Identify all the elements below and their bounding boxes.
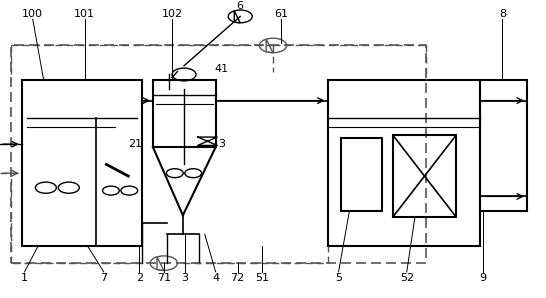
Text: 3: 3 bbox=[181, 274, 188, 283]
Text: 8: 8 bbox=[498, 9, 506, 19]
Polygon shape bbox=[157, 257, 164, 270]
Polygon shape bbox=[266, 39, 273, 53]
Text: 52: 52 bbox=[400, 274, 414, 283]
Bar bbox=[393, 135, 456, 217]
Text: 51: 51 bbox=[255, 274, 269, 283]
Text: 4: 4 bbox=[212, 274, 219, 283]
Bar bbox=[480, 80, 527, 211]
Text: 6: 6 bbox=[237, 1, 244, 11]
Text: 101: 101 bbox=[74, 9, 95, 19]
Bar bbox=[11, 45, 426, 263]
Bar bbox=[341, 138, 382, 211]
Text: 102: 102 bbox=[162, 9, 182, 19]
Text: 1: 1 bbox=[21, 274, 28, 283]
Text: 41: 41 bbox=[214, 64, 228, 74]
Polygon shape bbox=[234, 11, 240, 23]
Text: 100: 100 bbox=[22, 9, 43, 19]
Text: 7: 7 bbox=[100, 274, 108, 283]
Text: 3: 3 bbox=[218, 139, 225, 149]
Text: 5: 5 bbox=[335, 274, 342, 283]
Bar bbox=[328, 80, 480, 246]
Text: 9: 9 bbox=[479, 274, 487, 283]
Text: 21: 21 bbox=[128, 139, 143, 149]
Text: 61: 61 bbox=[274, 9, 288, 19]
Bar bbox=[153, 80, 216, 147]
Text: 72: 72 bbox=[230, 274, 245, 283]
Bar bbox=[22, 80, 142, 246]
Text: 71: 71 bbox=[157, 274, 171, 283]
Text: 2: 2 bbox=[135, 274, 143, 283]
